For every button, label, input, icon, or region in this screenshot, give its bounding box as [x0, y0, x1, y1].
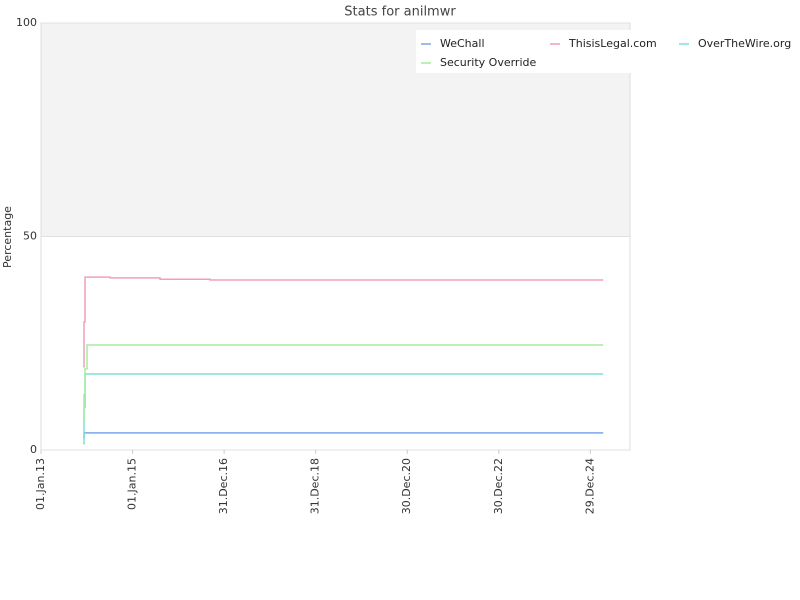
legend-label: OverTheWire.org — [698, 37, 791, 50]
x-tick-label: 30.Dec.22 — [492, 458, 505, 514]
legend-box — [416, 30, 636, 73]
legend-label: Security Override — [440, 56, 536, 69]
legend: WeChall ThisisLegal.com OverTheWire.org Sec… — [416, 30, 791, 73]
y-tick-label: 0 — [30, 443, 37, 456]
x-tick-label: 30.Dec.20 — [400, 458, 413, 514]
series-line — [83, 373, 604, 445]
x-tick-label: 01.Jan.15 — [126, 458, 139, 510]
series-line — [83, 344, 604, 421]
series-line — [83, 432, 604, 438]
y-tick-label: 50 — [23, 230, 37, 243]
legend-label: WeChall — [440, 37, 485, 50]
y-axis-label: Percentage — [1, 206, 14, 268]
x-tick-label: 31.Dec.16 — [217, 458, 230, 514]
x-tick-label: 31.Dec.18 — [309, 458, 322, 514]
y-tick-label: 100 — [16, 16, 37, 29]
legend-label: ThisisLegal.com — [568, 37, 657, 50]
series-line — [83, 276, 604, 368]
chart-title: Stats for anilmwr — [344, 5, 456, 20]
x-tick-label: 29.Dec.24 — [583, 458, 596, 514]
x-tick-label: 01.Jan.13 — [34, 458, 47, 510]
